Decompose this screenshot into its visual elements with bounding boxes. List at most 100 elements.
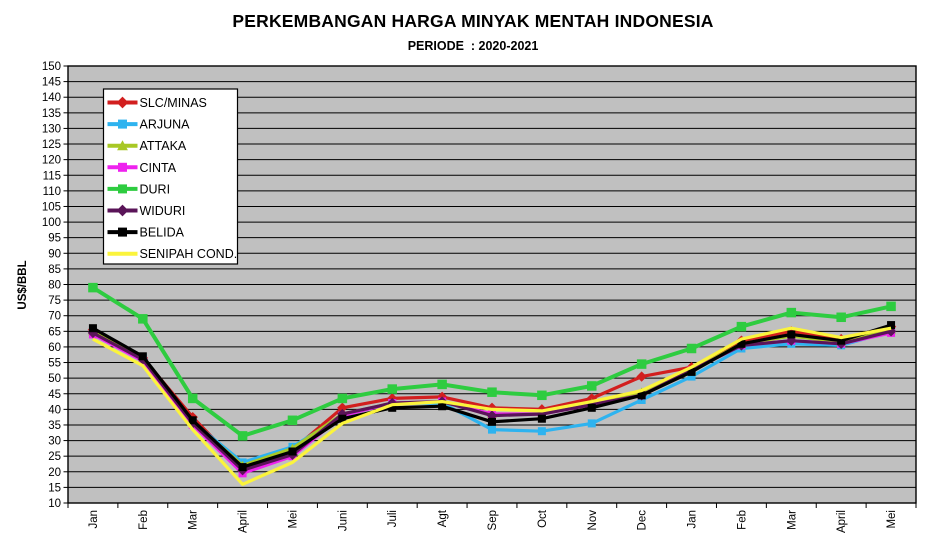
data-point xyxy=(787,330,796,339)
chart-title: PERKEMBANGAN HARGA MINYAK MENTAH INDONES… xyxy=(232,11,714,31)
legend-label-cinta: CINTA xyxy=(140,161,177,175)
data-point xyxy=(118,227,127,237)
data-point xyxy=(636,359,647,369)
data-point xyxy=(488,425,496,434)
y-tick-label: 45 xyxy=(48,389,61,401)
x-axis: Jan Feb Mar April Mei Juni Juli Agt Sep Oct Nov Dec… xyxy=(67,503,917,533)
data-point xyxy=(387,384,397,394)
y-tick-label: 75 xyxy=(48,295,61,307)
y-tick-label: 15 xyxy=(48,482,61,494)
y-tick-label: 50 xyxy=(48,373,61,385)
x-tick-label: Dec xyxy=(637,510,649,531)
y-axis-title: US$/BBL xyxy=(17,260,29,310)
data-point xyxy=(537,390,547,401)
legend-item-attaka: ATTAKA xyxy=(107,139,187,153)
data-point xyxy=(687,372,696,381)
x-tick-label: April xyxy=(836,510,848,533)
data-point xyxy=(686,343,697,354)
data-point xyxy=(238,463,247,472)
data-point xyxy=(837,336,846,345)
data-point xyxy=(337,393,348,404)
y-tick-label: 120 xyxy=(42,155,61,167)
data-point xyxy=(138,352,147,361)
y-tick-label: 150 xyxy=(42,61,61,73)
plot-border xyxy=(67,65,917,504)
x-tick-label: Mei xyxy=(287,510,299,529)
y-tick-label: 115 xyxy=(43,170,61,182)
data-point xyxy=(438,402,447,411)
y-tick-label: 100 xyxy=(42,217,61,229)
data-point xyxy=(537,427,546,436)
x-tick-label: Sep xyxy=(487,510,499,530)
data-point xyxy=(237,431,248,441)
legend-label-duri: DURI xyxy=(140,182,171,196)
x-tick-label: Mar xyxy=(786,510,798,530)
legend-label-arjuna: ARJUNA xyxy=(140,118,191,132)
x-tick-label: Mar xyxy=(188,510,200,530)
data-point xyxy=(687,367,696,376)
y-tick-label: 95 xyxy=(48,233,61,245)
y-tick-label: 90 xyxy=(48,248,61,260)
x-tick-label: Feb xyxy=(138,510,150,530)
y-tick-label: 55 xyxy=(48,358,61,370)
data-point xyxy=(188,416,197,425)
y-tick-label: 105 xyxy=(42,201,61,213)
data-point xyxy=(337,402,348,413)
data-point xyxy=(118,162,127,172)
data-point xyxy=(117,140,128,151)
data-point xyxy=(338,414,347,423)
data-point xyxy=(587,381,597,391)
legend-label-widuri: WIDURI xyxy=(140,204,186,218)
legend-item-arjuna: ARJUNA xyxy=(107,118,191,132)
y-axis: 10 15 20 25 30 35 40 45 50 55 60 65 70 75 80 85 90 95 100 1… xyxy=(42,61,68,510)
x-tick-label: Feb xyxy=(736,510,748,530)
legend-item-belida: BELIDA xyxy=(107,226,185,240)
legend-label-senipah-cond: SENIPAH COND. xyxy=(140,247,238,261)
data-point xyxy=(88,282,98,293)
y-tick-label: 20 xyxy=(48,467,61,479)
data-point xyxy=(138,314,148,324)
y-tick-label: 80 xyxy=(48,280,61,292)
data-point xyxy=(388,403,397,412)
y-tick-label: 25 xyxy=(48,451,61,463)
legend-item-cinta: CINTA xyxy=(107,161,177,175)
data-point xyxy=(116,96,129,109)
data-point xyxy=(587,403,596,412)
x-tick-label: Oct xyxy=(537,509,549,528)
y-tick-label: 40 xyxy=(48,404,61,416)
data-point xyxy=(736,321,747,332)
legend-label-slc-minas: SLC/MINAS xyxy=(140,96,207,110)
data-point xyxy=(636,371,647,382)
y-tick-label: 125 xyxy=(42,139,61,151)
legend-label-attaka: ATTAKA xyxy=(140,139,187,153)
data-point xyxy=(786,335,797,346)
data-point xyxy=(118,184,127,194)
y-tick-label: 110 xyxy=(43,186,61,198)
data-point xyxy=(587,419,596,428)
y-tick-label: 60 xyxy=(48,342,61,354)
x-tick-label: Juni xyxy=(337,510,349,531)
y-tick-label: 85 xyxy=(48,264,61,276)
y-tick-label: 65 xyxy=(48,326,61,338)
data-point xyxy=(437,379,447,390)
data-point xyxy=(537,414,546,423)
x-tick-label: Juli xyxy=(387,510,399,527)
y-tick-label: 30 xyxy=(48,436,61,448)
data-point xyxy=(487,387,497,397)
x-tick-label: Mei xyxy=(886,510,898,529)
data-point xyxy=(287,415,298,426)
data-point xyxy=(187,393,198,404)
data-point xyxy=(836,312,846,323)
data-point xyxy=(488,417,496,426)
legend-item-duri: DURI xyxy=(107,182,171,196)
x-tick-label: April xyxy=(238,510,250,533)
legend-item-senipah-cond: SENIPAH COND. xyxy=(107,247,238,261)
series-senipah-cond xyxy=(92,326,892,486)
data-point xyxy=(288,447,297,456)
y-tick-label: 10 xyxy=(48,498,61,510)
x-tick-label: Nov xyxy=(587,510,599,531)
series-belida xyxy=(88,321,896,472)
x-tick-label: Agt xyxy=(437,509,449,527)
